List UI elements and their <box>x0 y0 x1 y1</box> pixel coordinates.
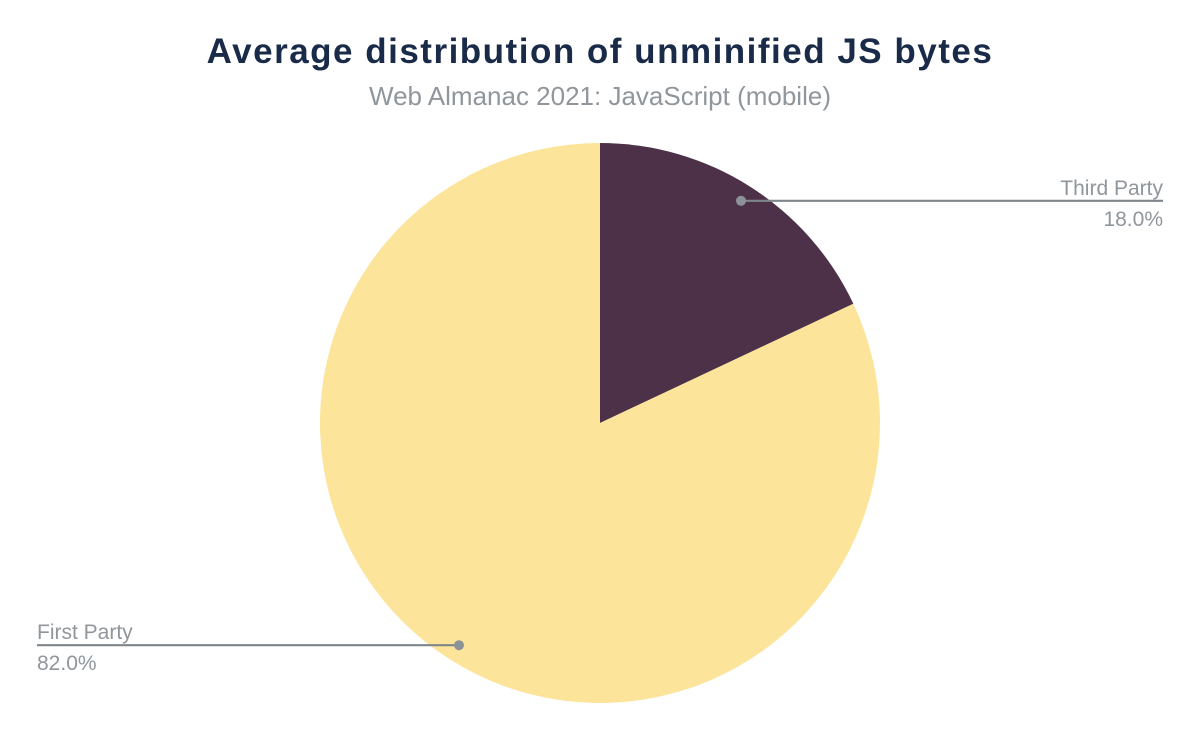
pie-slice-third-party[interactable] <box>600 143 854 423</box>
callout-third-party: Third Party 18.0% <box>736 177 1163 231</box>
pie-slices <box>319 143 880 703</box>
leader-dot-first-party <box>454 640 464 651</box>
slice-label-first-party: First Party <box>37 621 133 644</box>
chart-title: Average distribution of unminified JS by… <box>206 32 994 71</box>
leader-dot-third-party <box>736 195 746 206</box>
pie-slice-first-party[interactable] <box>319 143 880 703</box>
chart-subtitle: Web Almanac 2021: JavaScript (mobile) <box>369 81 831 111</box>
slice-value-third-party: 18.0% <box>1103 208 1163 231</box>
callout-first-party: First Party 82.0% <box>37 621 464 675</box>
slice-value-first-party: 82.0% <box>37 652 97 675</box>
slice-label-third-party: Third Party <box>1060 177 1163 200</box>
